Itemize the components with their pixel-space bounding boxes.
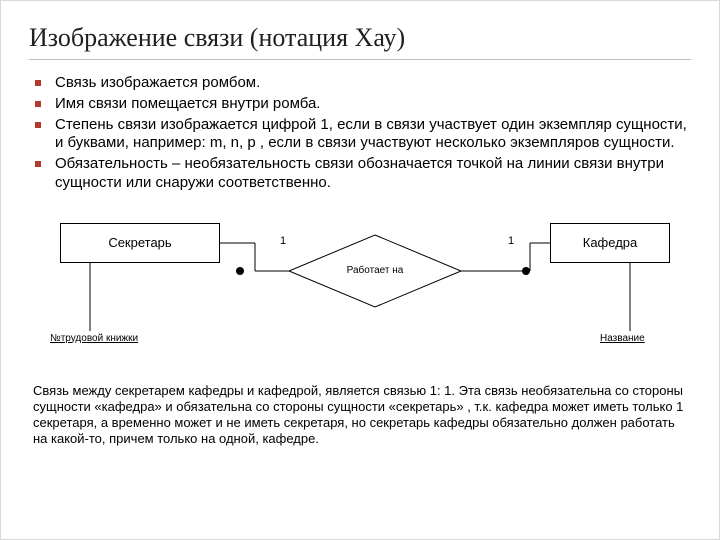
relationship-diamond [289,235,461,307]
mandatory-dot [236,267,244,275]
er-diagram: Секретарь Кафедра Работает на 1 1 №трудо… [30,213,690,373]
bullet-item: Обязательность – необязательность связи … [35,155,691,193]
attr-dept: Название [600,333,645,344]
bullet-item: Связь изображается ромбом. [35,74,691,93]
title-rule [29,59,691,60]
slide: Изображение связи (нотация Хау) Связь из… [0,0,720,540]
page-title: Изображение связи (нотация Хау) [29,23,691,53]
entity-secretary: Секретарь [60,223,220,263]
cardinality-right: 1 [508,235,514,247]
bullet-list: Связь изображается ромбом. Имя связи пом… [35,74,691,193]
bullet-item: Степень связи изображается цифрой 1, есл… [35,116,691,154]
mandatory-dot [522,267,530,275]
entity-label: Секретарь [108,235,171,250]
bullet-item: Имя связи помещается внутри ромба. [35,95,691,114]
cardinality-left: 1 [280,235,286,247]
entity-label: Кафедра [583,235,638,250]
caption-text: Связь между секретарем кафедры и кафедро… [33,383,687,448]
entity-dept: Кафедра [550,223,670,263]
attr-secretary: №трудовой книжки [50,333,138,344]
